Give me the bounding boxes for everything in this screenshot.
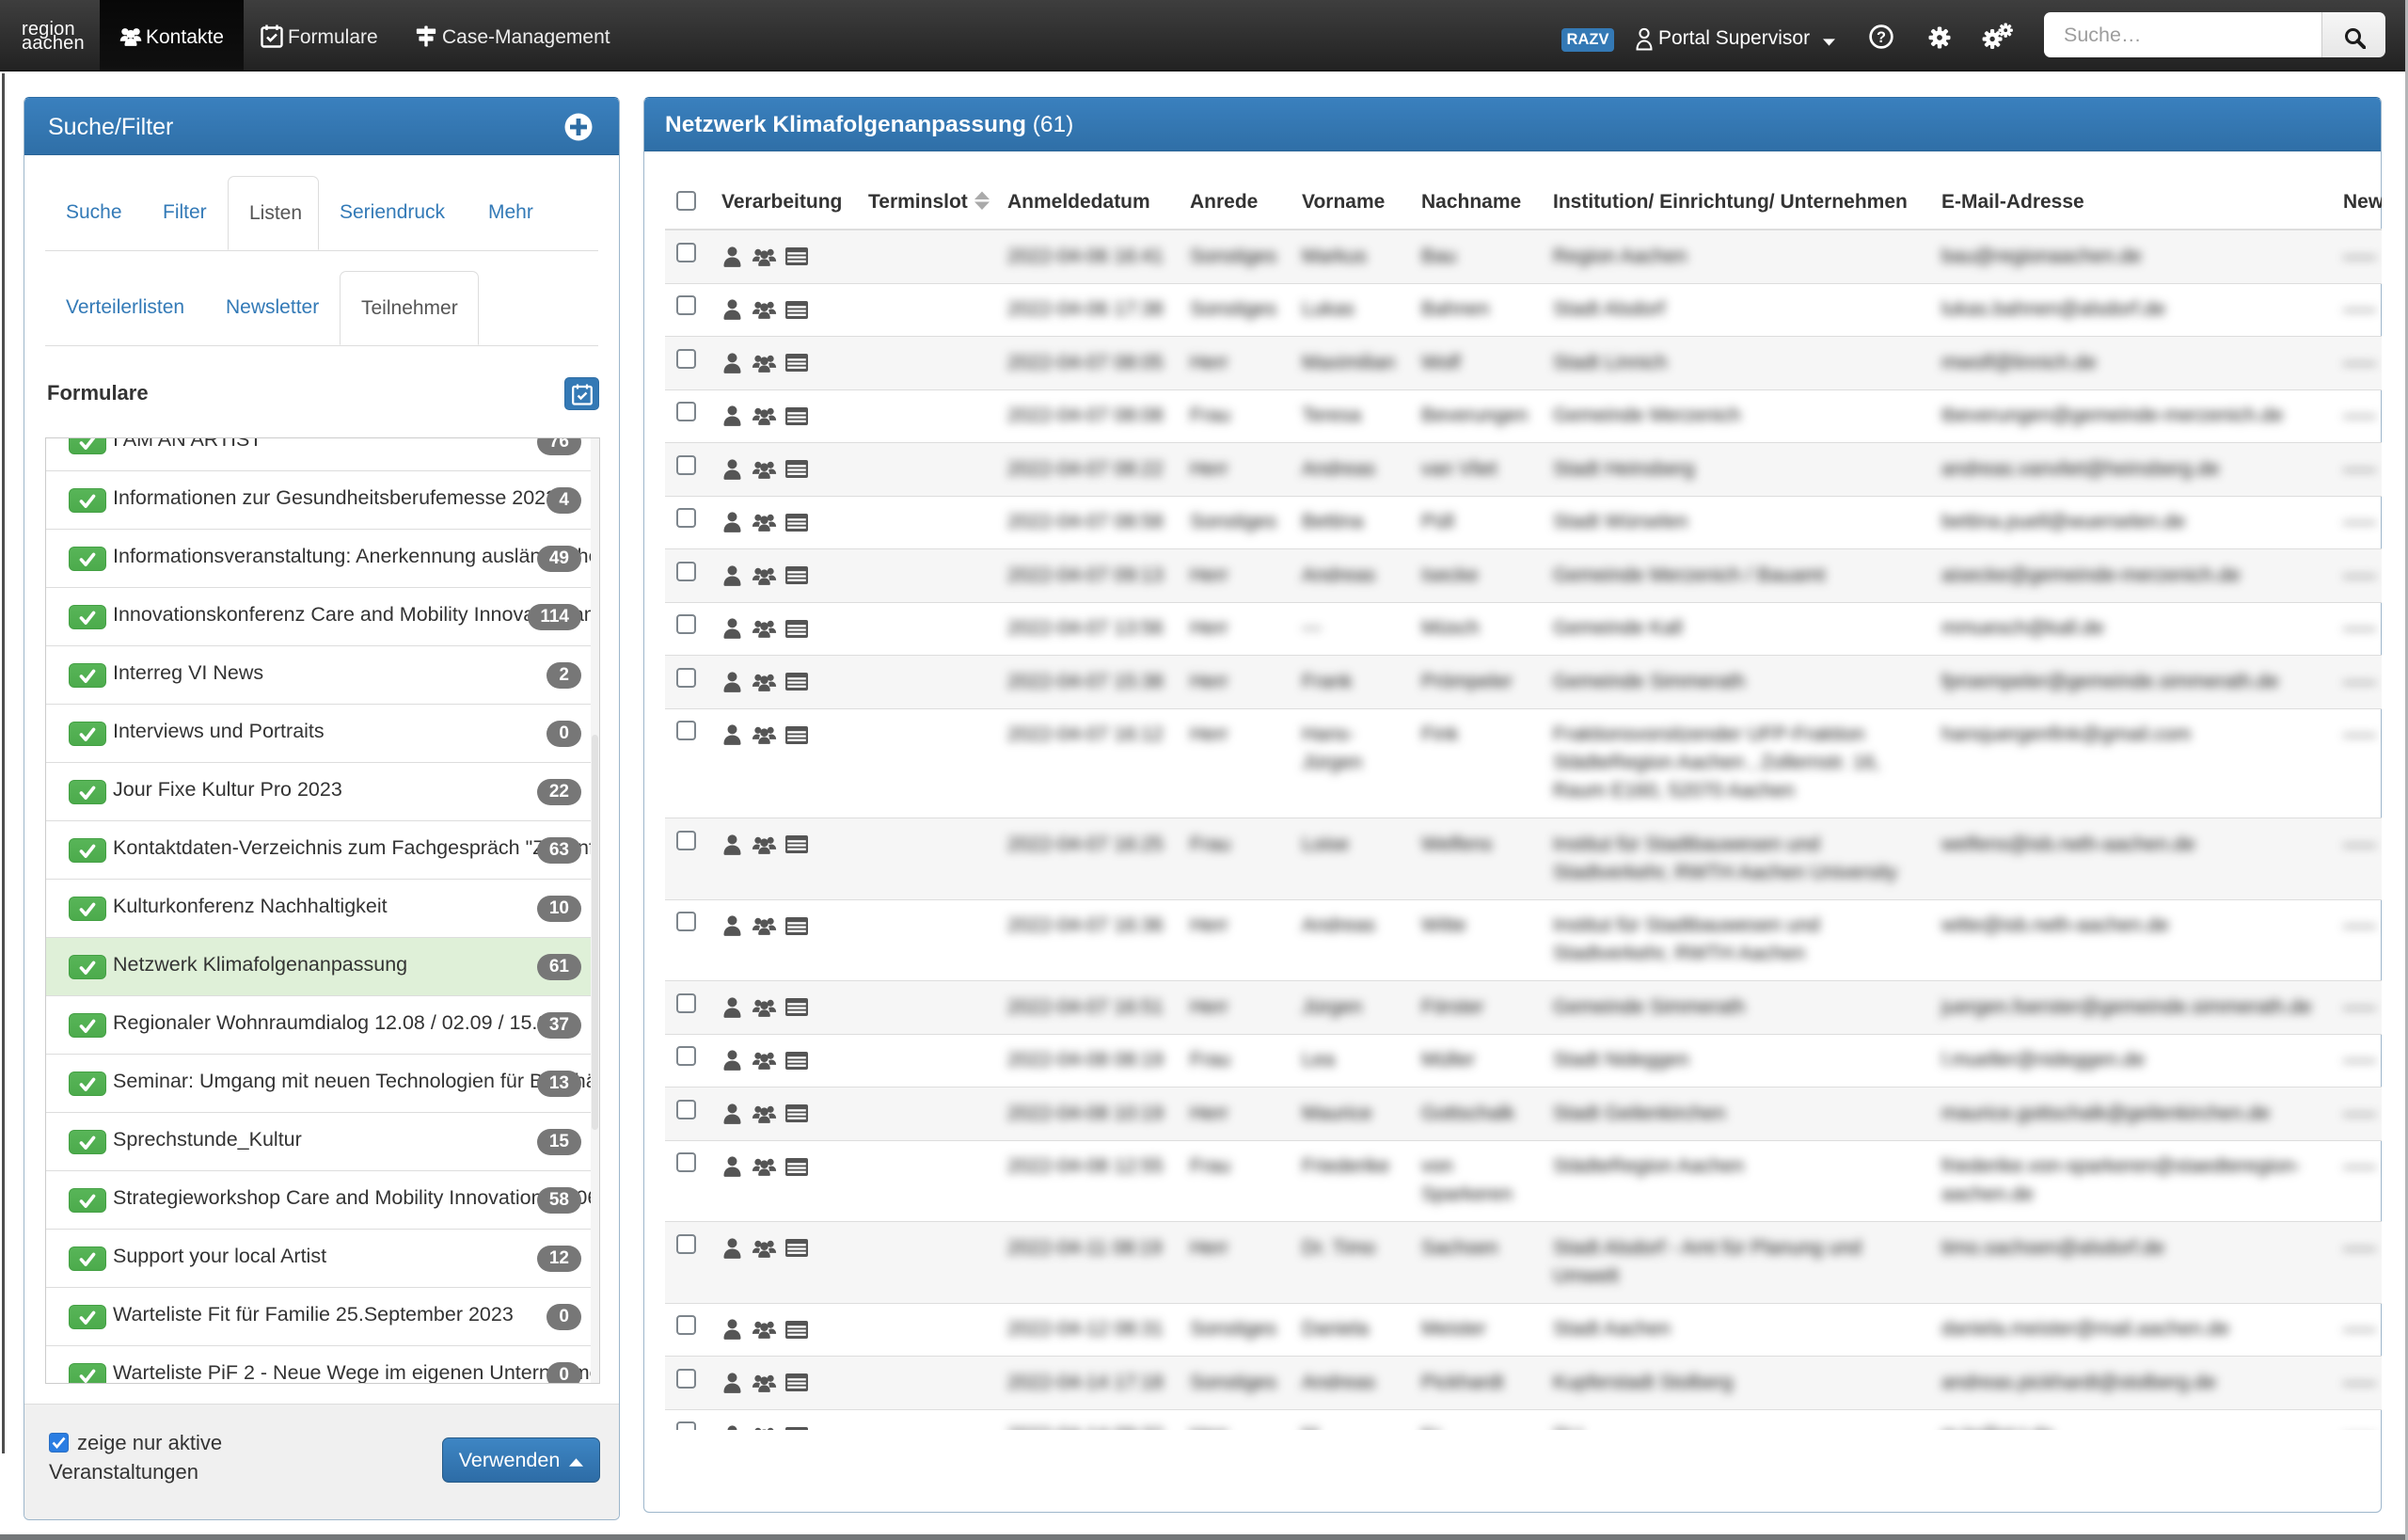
svg-text:?: ?: [1877, 29, 1886, 46]
